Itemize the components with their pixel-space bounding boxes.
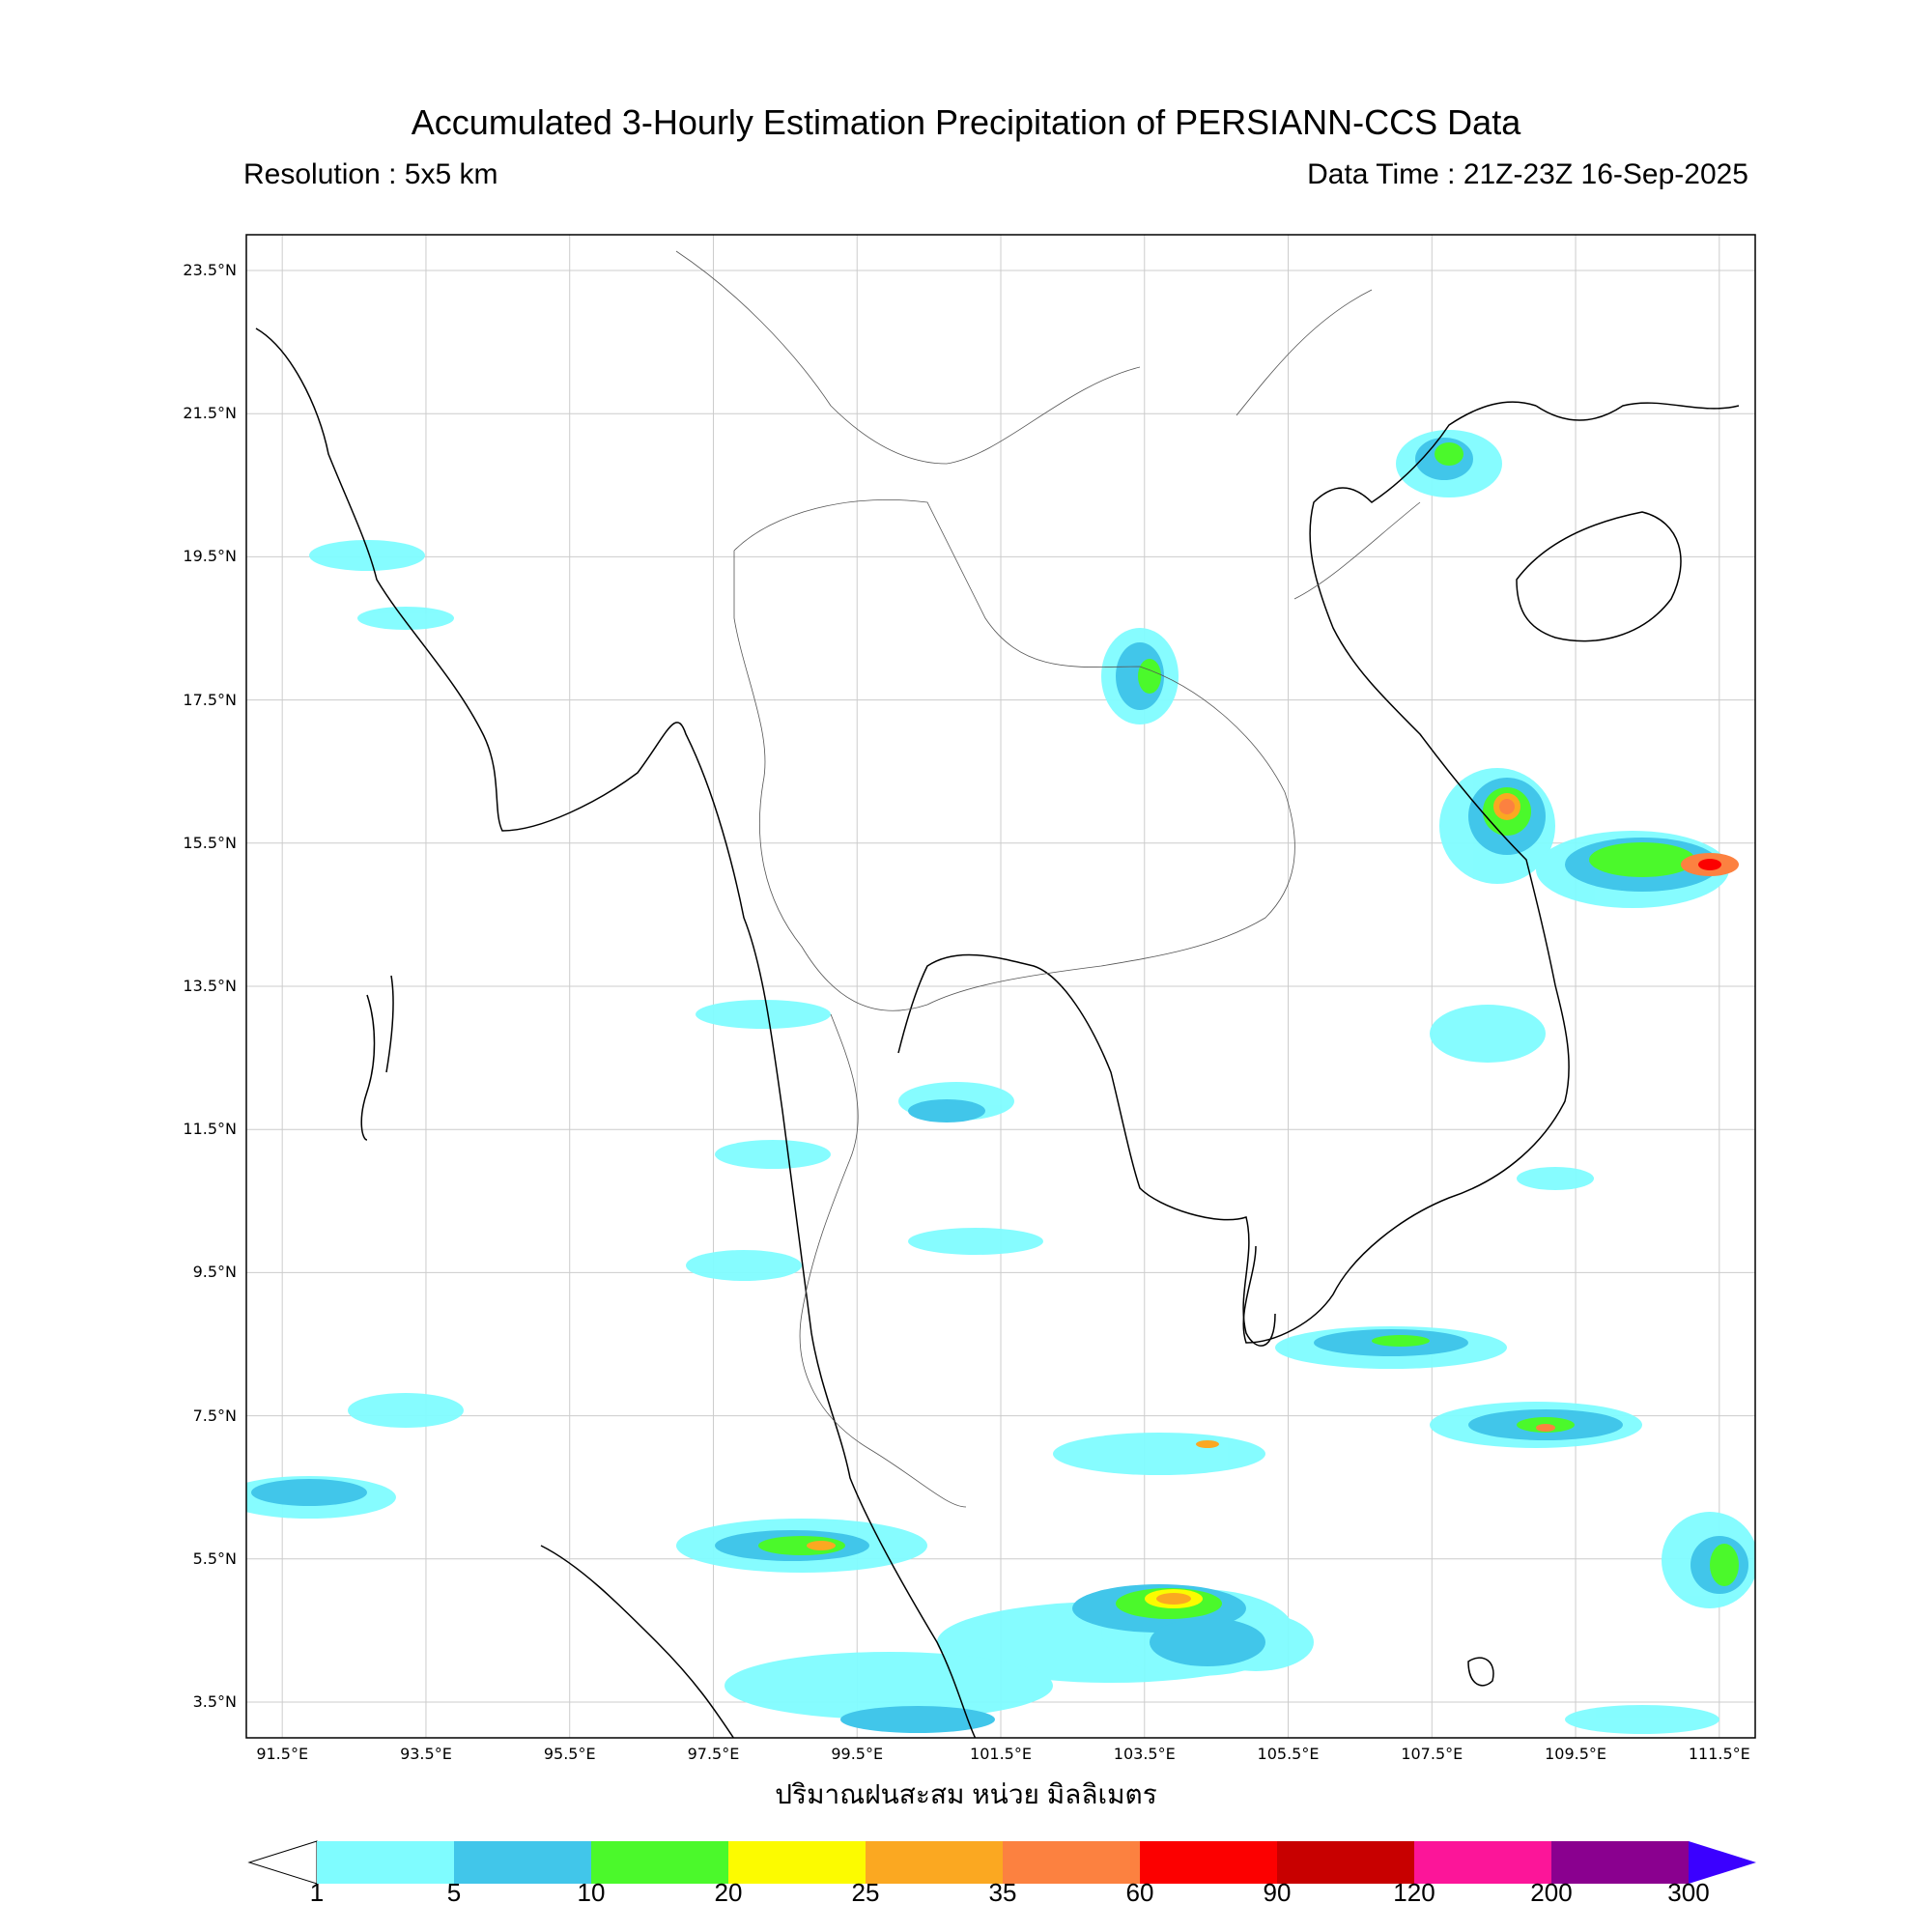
colorbar-tick-label: 90 <box>1263 1878 1292 1907</box>
lat-tick-label: 23.5°N <box>183 261 237 280</box>
lon-tick-label: 95.5°E <box>543 1745 596 1763</box>
colorbar-tick-label: 60 <box>1125 1878 1154 1907</box>
lat-tick-label: 5.5°N <box>192 1548 237 1568</box>
colorbar-tick-label: 20 <box>714 1878 743 1907</box>
lon-tick-label: 109.5°E <box>1545 1745 1606 1763</box>
lon-tick-label: 99.5°E <box>831 1745 884 1763</box>
grid-lines <box>246 235 1755 1738</box>
data-time-text: Data Time : 21Z-23Z 16-Sep-2025 <box>1307 158 1748 190</box>
lon-tick-label: 91.5°E <box>256 1745 309 1763</box>
colorbar-tick-label: 200 <box>1530 1878 1573 1907</box>
lat-tick-label: 21.5°N <box>183 404 237 423</box>
map-frame <box>245 234 1756 1739</box>
lat-tick-label: 15.5°N <box>183 833 237 852</box>
colorbar-segment <box>1003 1841 1141 1884</box>
colorbar-tick-label: 120 <box>1393 1878 1435 1907</box>
lon-tick-label: 93.5°E <box>400 1745 452 1763</box>
lat-tick-label: 9.5°N <box>192 1263 237 1282</box>
colorbar-segment <box>454 1841 592 1884</box>
lon-tick-label: 105.5°E <box>1257 1745 1320 1763</box>
chart-title: Accumulated 3-Hourly Estimation Precipit… <box>411 102 1521 142</box>
lon-tick-label: 97.5°E <box>687 1745 740 1763</box>
colorbar-over-arrow <box>1689 1841 1756 1884</box>
lat-tick-label: 19.5°N <box>183 547 237 566</box>
lon-tick-label: 107.5°E <box>1401 1745 1463 1763</box>
colorbar-segment <box>866 1841 1004 1884</box>
colorbar-segment <box>1414 1841 1552 1884</box>
lat-tick-label: 17.5°N <box>183 690 237 709</box>
lon-tick-label: 103.5°E <box>1113 1745 1176 1763</box>
coastlines <box>255 327 1740 1738</box>
lat-tick-label: 13.5°N <box>183 977 237 995</box>
colorbar-tick-label: 300 <box>1667 1878 1710 1907</box>
colorbar-tick-label: 35 <box>988 1878 1017 1907</box>
resolution-text: Resolution : 5x5 km <box>243 158 498 190</box>
lon-tick-label: 111.5°E <box>1688 1745 1750 1763</box>
province-borders <box>675 250 1421 1508</box>
rain-layer <box>246 430 1755 1734</box>
colorbar-segment <box>1140 1841 1278 1884</box>
lat-tick-label: 3.5°N <box>192 1691 237 1711</box>
colorbar <box>247 1840 1756 1885</box>
colorbar-segment <box>591 1841 729 1884</box>
colorbar-tick-label: 10 <box>577 1878 606 1907</box>
colorbar-tick-label: 1 <box>309 1878 325 1907</box>
colorbar-segment <box>1277 1841 1415 1884</box>
colorbar-tick-label: 5 <box>446 1878 462 1907</box>
lat-tick-label: 7.5°N <box>192 1406 237 1425</box>
colorbar-segment <box>728 1841 867 1884</box>
colorbar-segment <box>317 1841 455 1884</box>
colorbar-tick-label: 25 <box>851 1878 880 1907</box>
colorbar-segment <box>1551 1841 1690 1884</box>
lon-tick-label: 101.5°E <box>970 1745 1032 1763</box>
colorbar-title: ปริมาณฝนสะสม หน่วย มิลลิเมตร <box>775 1779 1157 1809</box>
lat-tick-label: 11.5°N <box>183 1120 237 1139</box>
